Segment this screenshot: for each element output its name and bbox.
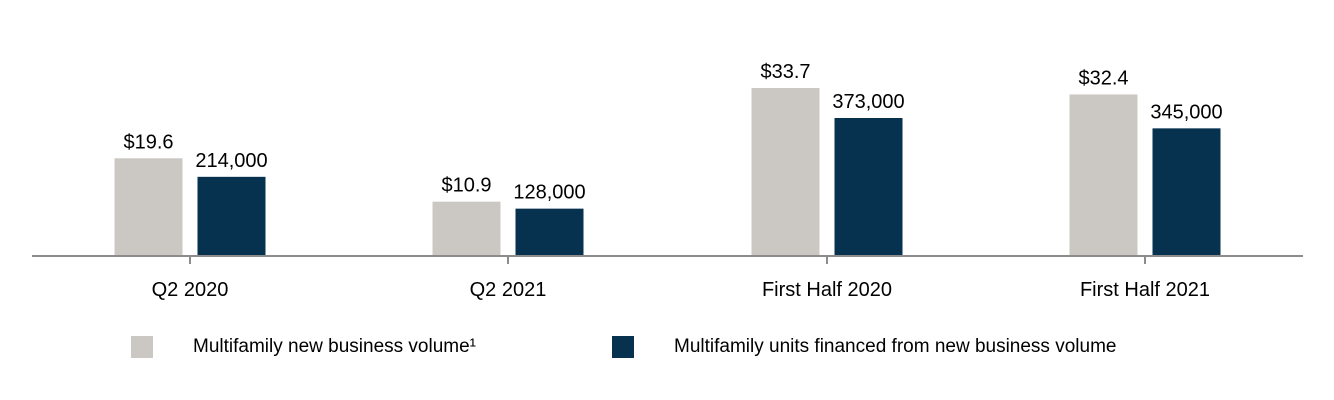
data-label-volume-3: $32.4 — [1078, 67, 1128, 89]
x-tick-label-0: Q2 2020 — [152, 279, 229, 301]
x-tick-label-2: First Half 2020 — [762, 279, 892, 301]
bar-units-2 — [834, 118, 903, 256]
data-label-units-2: 373,000 — [832, 91, 904, 113]
bar-volume-2 — [751, 88, 820, 256]
bar-units-3 — [1152, 128, 1221, 256]
data-label-units-0: 214,000 — [195, 150, 267, 172]
x-axis-ticks: Q2 2020 Q2 2021 First Half 2020 First Half … — [152, 256, 1210, 301]
legend: Multifamily new business volume¹ Multifa… — [0, 336, 1334, 366]
bar-volume-3 — [1069, 94, 1138, 256]
bar-volume-0 — [114, 158, 183, 256]
legend-item-volume: Multifamily new business volume¹ — [131, 336, 476, 358]
data-label-volume-0: $19.6 — [123, 131, 173, 153]
legend-item-units: Multifamily units financed from new busi… — [612, 336, 1116, 358]
data-label-units-1: 128,000 — [513, 182, 585, 204]
bar-volume-1 — [432, 201, 501, 256]
data-label-volume-2: $33.7 — [760, 61, 810, 83]
legend-swatch-units — [612, 336, 634, 358]
x-tick-label-1: Q2 2021 — [470, 279, 547, 301]
bar-chart: Q2 2020 Q2 2021 First Half 2020 First Half … — [32, 61, 1303, 301]
bar-units-0 — [197, 176, 266, 256]
legend-swatch-volume — [131, 336, 153, 358]
x-tick-label-3: First Half 2021 — [1080, 279, 1210, 301]
data-labels-group: $19.6 214,000 $10.9 128,000 $33.7 373,000 $32.… — [123, 61, 1222, 204]
data-label-volume-1: $10.9 — [441, 175, 491, 197]
legend-label-units: Multifamily units financed from new busi… — [674, 336, 1117, 357]
legend-label-volume: Multifamily new business volume¹ — [193, 336, 476, 357]
bar-units-1 — [515, 208, 584, 256]
data-label-units-3: 345,000 — [1150, 101, 1222, 123]
bars-group — [114, 88, 1221, 256]
